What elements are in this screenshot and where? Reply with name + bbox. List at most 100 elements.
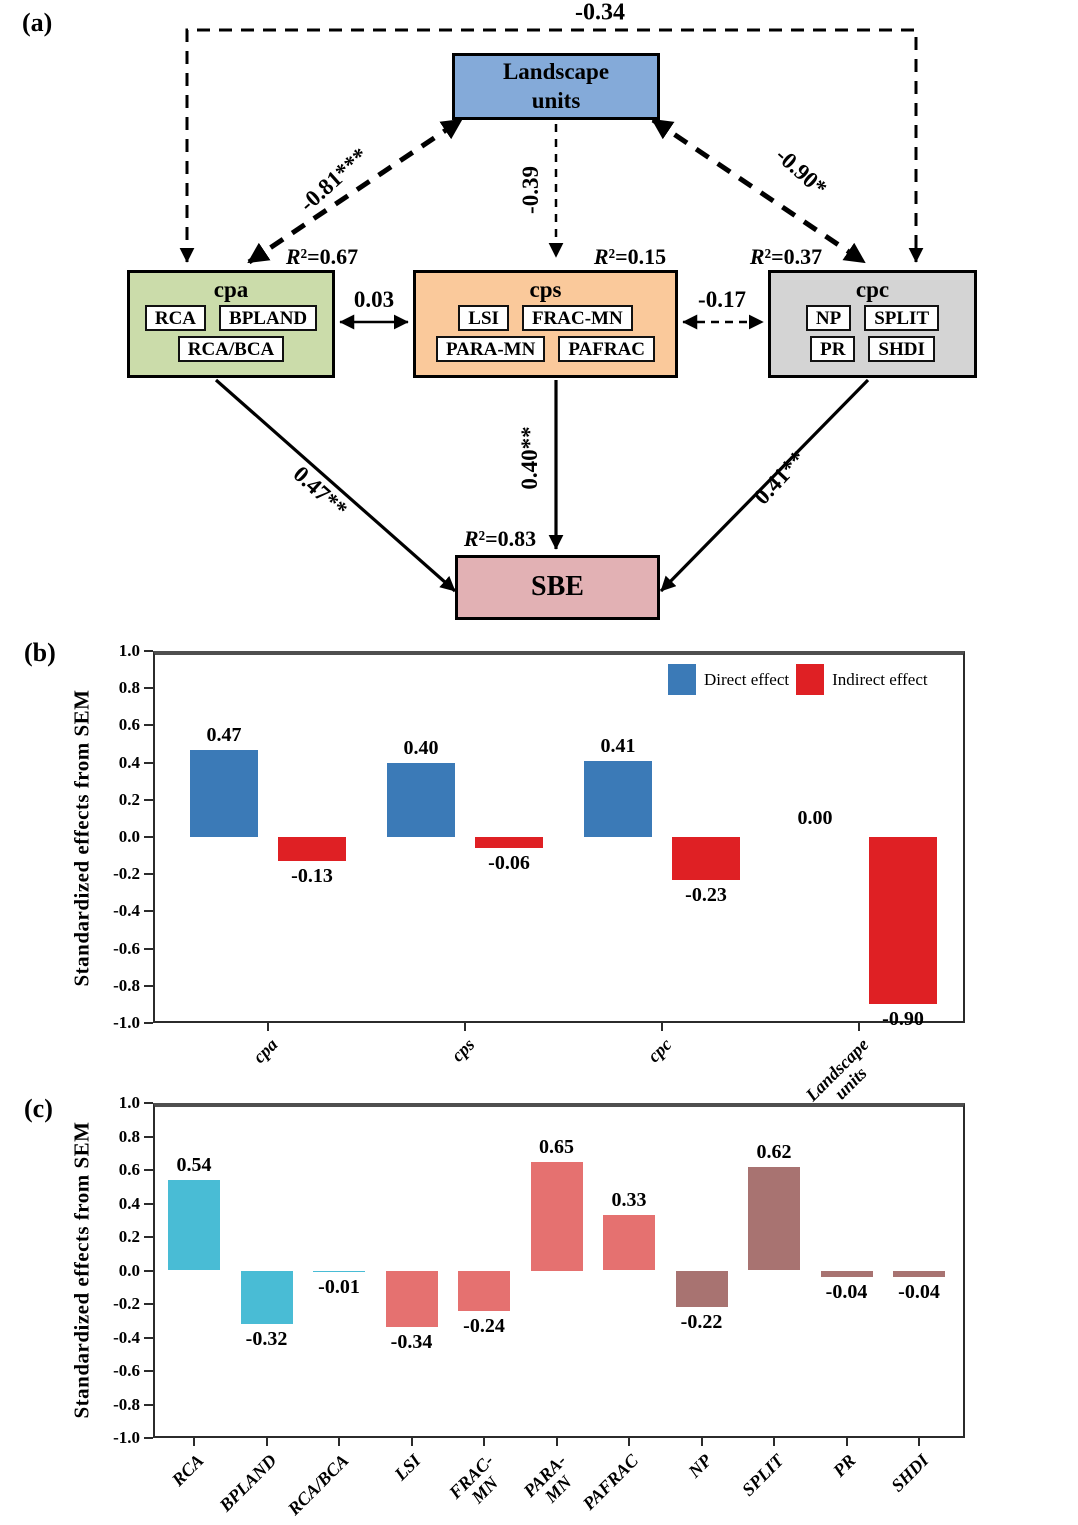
y-axis-tick-label: -0.6 xyxy=(113,938,140,958)
bar xyxy=(240,1270,293,1325)
x-axis-tick xyxy=(193,1438,195,1446)
y-axis-tick xyxy=(144,1202,153,1205)
plot-frame xyxy=(153,651,965,1023)
x-axis-tick xyxy=(858,1023,860,1031)
x-axis-tick xyxy=(555,1438,558,1446)
y-axis-tick-label: -0.4 xyxy=(113,1327,140,1347)
indicator-box: PARA-MN xyxy=(435,336,546,363)
sbe-title: SBE xyxy=(531,571,584,603)
panel-a-label: (a) xyxy=(22,8,53,37)
bar-value-label: -0.90 xyxy=(882,1008,924,1031)
bar-value-label: -0.13 xyxy=(291,865,333,888)
y-axis-tick xyxy=(144,650,153,652)
x-axis-tick-label: cpa xyxy=(248,1034,282,1067)
bar-value-label: 0.40 xyxy=(403,736,439,759)
y-axis-tick-label: -0.8 xyxy=(113,975,140,995)
landscape-units-title-line2: units xyxy=(531,87,581,113)
bar-value-label: -0.04 xyxy=(825,1281,868,1304)
path-arrow-landscape-cpc xyxy=(651,117,866,265)
y-axis-tick-label: -0.8 xyxy=(113,1394,140,1414)
indicator-row: NP SPLIT xyxy=(805,305,940,332)
bar xyxy=(820,1270,873,1278)
y-axis-tick-label: -0.6 xyxy=(113,1361,140,1380)
indicator-row: RCA BPLAND xyxy=(144,305,318,332)
bar-value-label: -0.23 xyxy=(685,883,727,906)
y-axis-tick-label: -0.2 xyxy=(113,864,140,884)
r2-label-sbe: R²=0.83 xyxy=(463,526,537,551)
bar xyxy=(672,837,740,880)
y-axis-tick xyxy=(144,724,153,727)
coef-cps-cpc: -0.17 xyxy=(698,287,746,312)
y-axis-tick xyxy=(144,798,153,801)
bar xyxy=(869,837,937,1005)
y-axis-tick-label: -1.0 xyxy=(113,1013,140,1032)
y-axis-tick xyxy=(144,1236,153,1238)
y-axis-tick-label: 0.0 xyxy=(118,827,140,846)
cps-title: cps xyxy=(529,277,562,302)
latent-box-cpc: cpc NP SPLIT PR SHDI xyxy=(768,270,977,378)
coef-cpa-cpc: -0.34 xyxy=(575,0,625,26)
bar-value-label: 0.41 xyxy=(600,734,636,757)
bar-value-label: -0.22 xyxy=(680,1311,723,1334)
indicator-box: RCA/BCA xyxy=(177,336,285,363)
y-axis-tick-label: 0.8 xyxy=(118,1126,140,1146)
panel-c-label: (c) xyxy=(24,1094,53,1123)
cps-indicators: LSI FRAC-MN PARA-MN PAFRAC xyxy=(416,305,675,363)
y-axis-tick xyxy=(144,873,153,876)
y-axis-tick xyxy=(144,1370,153,1372)
bar xyxy=(530,1161,583,1271)
latent-box-landscape-units: Landscape units xyxy=(452,53,660,120)
bar-value-label: 0.65 xyxy=(539,1135,574,1158)
x-axis-tick-label: PAFRAC xyxy=(579,1450,643,1514)
chart-c-y-axis-title: Standardized effects from SEM xyxy=(69,1121,94,1419)
indicator-box: LSI xyxy=(458,305,509,332)
indicator-row: RCA/BCA xyxy=(177,336,285,363)
y-axis-tick xyxy=(144,1336,153,1339)
y-axis-tick-label: 0.0 xyxy=(118,1260,140,1280)
x-axis-tick xyxy=(628,1438,630,1446)
bar xyxy=(458,1270,510,1311)
bar-value-label: 0.62 xyxy=(756,1140,792,1163)
latent-box-sbe: SBE xyxy=(455,555,660,620)
x-axis-tick xyxy=(410,1438,413,1446)
y-axis-tick xyxy=(144,1437,153,1439)
legend-swatch xyxy=(796,664,825,695)
x-axis-tick xyxy=(773,1438,775,1446)
sem-arrows xyxy=(179,28,924,593)
x-axis-tick xyxy=(267,1023,269,1031)
y-axis-tick-label: 0.6 xyxy=(118,715,140,735)
x-axis-tick-label: SHDI xyxy=(887,1450,933,1496)
bar-value-label: 0.33 xyxy=(611,1189,647,1212)
y-axis-tick-label: 1.0 xyxy=(118,641,140,660)
y-axis-tick-label: -0.4 xyxy=(113,901,140,921)
indicator-row: PR SHDI xyxy=(810,336,935,363)
y-axis-tick xyxy=(144,1403,153,1406)
panel-b-label: (b) xyxy=(24,638,56,667)
cpc-title: cpc xyxy=(855,277,890,302)
x-axis-tick-label: SPLIT xyxy=(737,1450,788,1500)
x-axis-tick-label: cpc xyxy=(643,1034,676,1067)
coef-cps-sbe: 0.40** xyxy=(517,426,542,490)
bar xyxy=(675,1270,728,1308)
cpa-title: cpa xyxy=(213,277,249,302)
y-axis-tick xyxy=(144,1169,153,1171)
y-axis-tick xyxy=(144,761,153,764)
x-axis-tick-label: NP xyxy=(683,1450,715,1482)
x-axis-tick xyxy=(918,1438,920,1446)
x-axis-tick-label: BPLAND xyxy=(214,1450,280,1516)
y-axis-tick xyxy=(144,984,153,987)
x-axis-tick-label: RCA/BCA xyxy=(283,1450,353,1519)
latent-box-cpa: cpa RCA BPLAND RCA/BCA xyxy=(127,270,335,378)
y-axis-tick-label: 0.2 xyxy=(118,1227,140,1246)
y-axis-tick xyxy=(144,947,153,950)
indicator-box: BPLAND xyxy=(219,305,318,332)
legend-label: Direct effect xyxy=(704,669,790,689)
indicator-row: PARA-MN PAFRAC xyxy=(435,336,656,363)
path-arrow-landscape-cpa xyxy=(247,117,463,265)
y-axis-tick xyxy=(144,1303,153,1305)
indicator-box: RCA xyxy=(144,305,207,332)
bar xyxy=(893,1270,945,1278)
bar-value-label: 0.47 xyxy=(206,723,242,746)
x-axis-tick xyxy=(845,1438,848,1446)
